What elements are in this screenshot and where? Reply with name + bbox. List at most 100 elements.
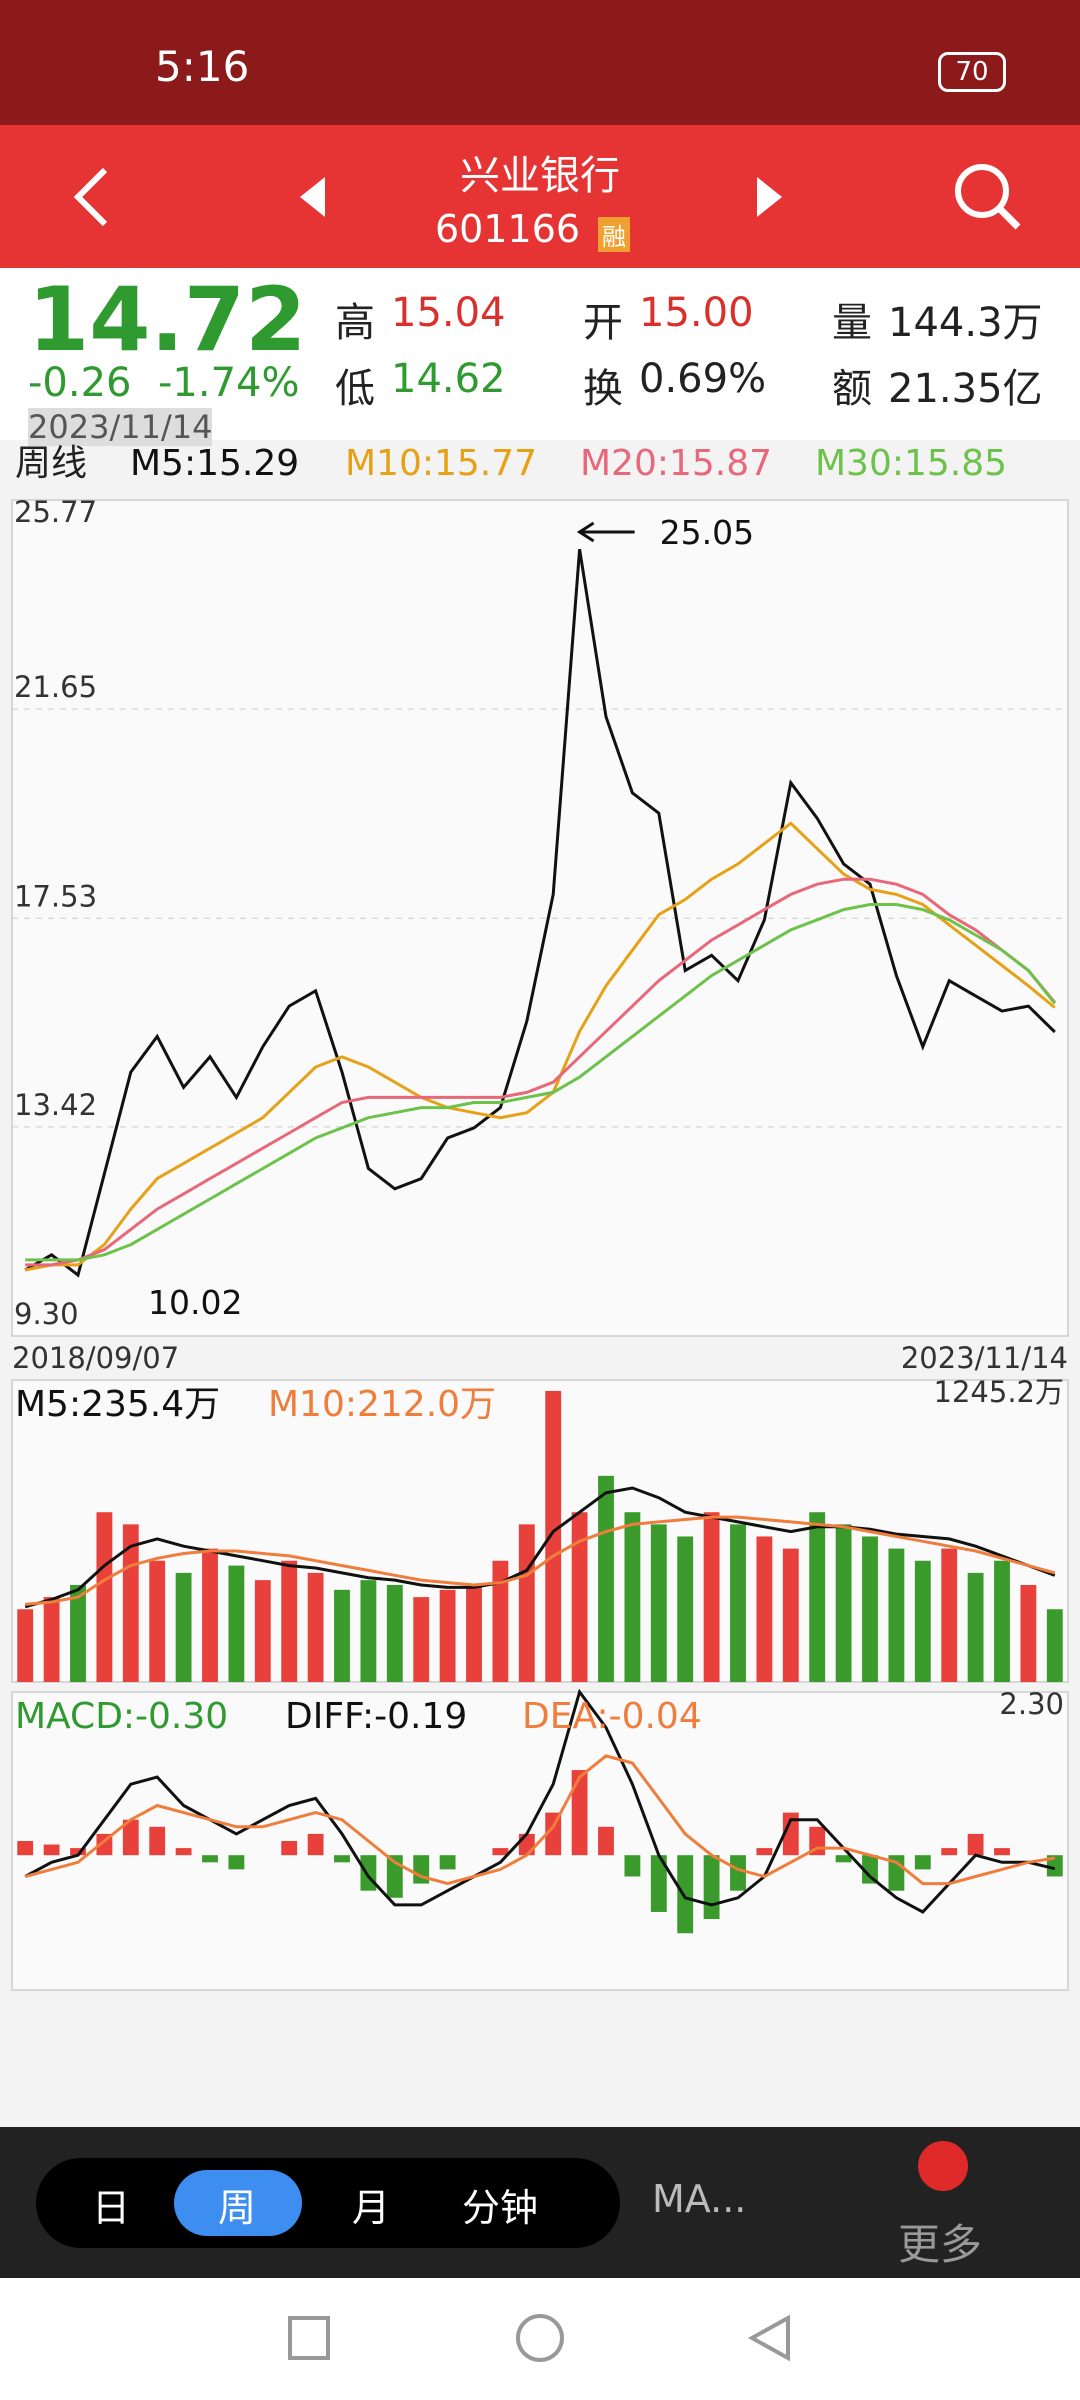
bar — [281, 1841, 298, 1856]
search[interactable] — [955, 164, 1009, 218]
bar — [677, 1855, 694, 1934]
stock-code: 601166 — [435, 207, 581, 251]
series-line — [25, 1515, 1056, 1606]
charts: 25.77 21.65 17.53 13.42 9.30 2018/09/07 2023/1… — [11, 443, 1069, 1991]
bar — [492, 1848, 509, 1856]
max-arrow-head — [576, 521, 595, 543]
y-tick-label: 2.30 — [999, 1687, 1064, 1721]
bar — [43, 1597, 60, 1682]
prev-stock[interactable] — [300, 177, 325, 217]
bar — [1046, 1609, 1063, 1682]
bar — [545, 1812, 562, 1856]
tab[interactable]: 周 — [218, 2186, 257, 2230]
bar — [650, 1855, 667, 1912]
bar — [334, 1855, 350, 1863]
bar — [439, 1855, 456, 1870]
bar — [17, 1841, 34, 1856]
stat-label: 额 — [832, 366, 872, 412]
y-tick-label: 25.77 — [14, 495, 97, 529]
bar — [175, 1848, 192, 1856]
back-button[interactable] — [73, 167, 108, 227]
series-line — [25, 877, 1056, 1267]
x-tick-label: 2023/11/14 — [901, 1341, 1068, 1375]
bar — [914, 1560, 931, 1682]
bar — [941, 1848, 958, 1856]
nav-icons — [288, 2314, 790, 2362]
stat-value: 21.35亿 — [888, 366, 1043, 412]
stat-label: 高 — [335, 300, 375, 346]
bar — [1020, 1584, 1037, 1682]
quote: 14.72 -0.26 -1.74% 2023/11/14 高 15.04 开 15.… — [0, 268, 1080, 446]
bar — [334, 1589, 350, 1682]
bar — [624, 1855, 641, 1877]
home[interactable] — [516, 2314, 564, 2362]
stat-label: 开 — [583, 300, 623, 346]
bar — [96, 1512, 113, 1682]
stat-value: 0.69% — [639, 356, 767, 402]
bar — [571, 1770, 588, 1856]
bar — [413, 1597, 430, 1682]
bar — [624, 1512, 641, 1682]
bar — [994, 1848, 1010, 1856]
series-line — [24, 1486, 1056, 1609]
tab[interactable]: 分钟 — [462, 2186, 539, 2230]
bar — [518, 1833, 535, 1856]
search-handle — [996, 205, 1021, 230]
bar — [307, 1572, 324, 1682]
bar — [730, 1524, 746, 1682]
y-tick-label: 1245.2万 — [934, 1375, 1064, 1409]
y-tick-label: 21.65 — [14, 670, 97, 704]
bar — [254, 1580, 271, 1682]
series-line — [24, 1688, 1056, 1914]
bar — [835, 1524, 852, 1682]
max-label: 25.05 — [660, 513, 754, 552]
legend-entry: M5:235.4万 — [15, 1384, 220, 1425]
bar — [809, 1512, 826, 1682]
price: 14.72 — [28, 268, 307, 371]
bar — [967, 1833, 984, 1856]
bar — [202, 1548, 218, 1682]
tab-group — [36, 2158, 620, 2248]
bar — [756, 1848, 773, 1856]
stat-value: 15.04 — [391, 290, 506, 336]
bar — [307, 1833, 324, 1856]
ma-menu[interactable]: MA... — [652, 2177, 747, 2221]
bar — [967, 1572, 984, 1682]
series-line — [25, 903, 1056, 1262]
tab[interactable]: 月 — [352, 2186, 391, 2230]
more-icon — [918, 2141, 968, 2191]
bar — [677, 1536, 694, 1682]
bar — [571, 1512, 588, 1682]
tab-selected — [174, 2170, 302, 2236]
min-label: 10.02 — [148, 1283, 242, 1322]
bar — [835, 1855, 852, 1863]
header: 兴业银行 601166 融 — [0, 125, 1080, 268]
recents[interactable] — [288, 2316, 330, 2360]
bar — [281, 1560, 298, 1682]
stat-value: 144.3万 — [888, 300, 1043, 346]
indicator-label: MACD:-0.30 — [15, 1696, 228, 1737]
bar — [149, 1826, 166, 1856]
time: 5:16 — [155, 42, 250, 91]
bar — [228, 1855, 245, 1870]
stat-value: 14.62 — [391, 356, 506, 402]
stat-label: 换 — [583, 366, 623, 412]
next-stock[interactable] — [757, 177, 782, 217]
back[interactable] — [747, 2314, 790, 2362]
bar — [492, 1560, 509, 1682]
bar — [149, 1560, 166, 1682]
tab[interactable]: 日 — [92, 2186, 131, 2230]
bar — [386, 1584, 403, 1682]
nav-bar — [0, 2278, 1080, 2400]
series-line — [24, 1754, 1056, 1886]
x-tick-label: 2018/09/07 — [12, 1341, 179, 1375]
bar — [888, 1548, 905, 1682]
bar — [650, 1524, 667, 1682]
bar — [730, 1855, 746, 1891]
more[interactable]: 更多 — [898, 2220, 983, 2269]
bar — [782, 1812, 799, 1856]
change-pct: -1.74% — [158, 360, 300, 406]
bar — [360, 1580, 377, 1682]
bar — [914, 1855, 931, 1870]
series-line — [24, 821, 1056, 1272]
